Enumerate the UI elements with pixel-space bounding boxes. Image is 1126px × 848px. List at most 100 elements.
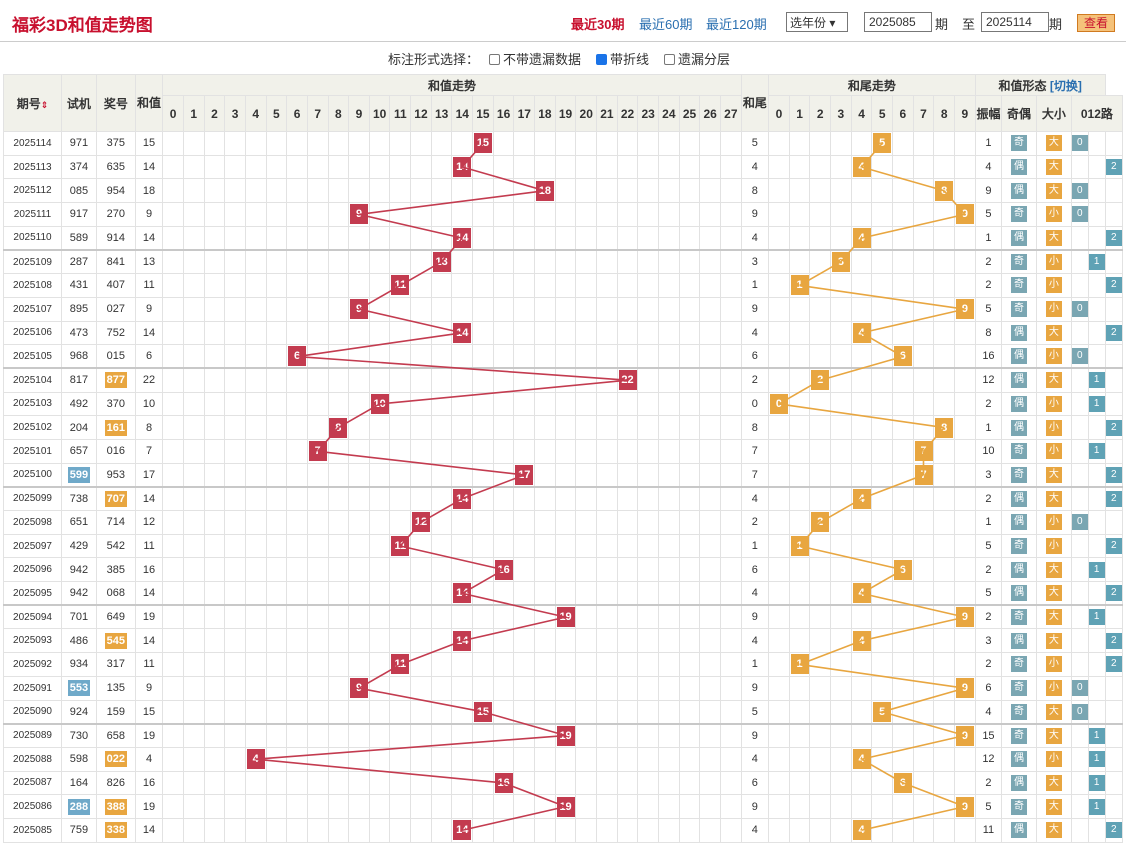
sum-trend-cell (472, 273, 494, 298)
sum-trend-cell (472, 722, 494, 748)
sum-trend-cell (616, 746, 639, 772)
sum-trend-cell (596, 675, 618, 701)
sum-trend-cell (616, 675, 639, 701)
route-tag: 1 (1089, 798, 1105, 815)
switch-link[interactable]: [切换] (1049, 78, 1082, 93)
odd-even-tag: 奇 (1011, 703, 1028, 720)
tail-trend-cell (768, 178, 790, 204)
sum-trend-cell (410, 296, 432, 322)
link-recent-30[interactable]: 最近30期 (571, 17, 625, 32)
route-cell (1070, 722, 1089, 748)
checkbox-icon[interactable] (664, 54, 675, 65)
checkbox-icon[interactable] (489, 54, 500, 65)
sum-trend-cell (575, 557, 598, 583)
sum-trend-cell (451, 178, 474, 204)
tail-trend-cell (933, 533, 955, 559)
sum-mark: 14 (453, 583, 472, 604)
sum-trend-cell (658, 178, 680, 204)
sum-trend-cell (575, 344, 598, 369)
option-with-lines[interactable]: 带折线 (596, 49, 649, 68)
route-tag: 2 (1106, 466, 1122, 483)
big-small-cell: 小 (1035, 344, 1072, 369)
route-cell (1104, 344, 1124, 369)
sum-value-cell: 22 (134, 367, 164, 393)
from-issue-input[interactable]: 2025085 (864, 12, 932, 32)
route-cell: 1 (1087, 770, 1106, 796)
tail-trend-cell (850, 131, 873, 156)
sum-trend-cell (286, 131, 308, 156)
sum-trend-cell (719, 770, 742, 796)
sum-trend-cell (306, 248, 329, 275)
sum-trend-cell (368, 722, 391, 748)
tail-trend-cell (850, 367, 873, 393)
sum-trend-cell (513, 485, 536, 511)
tail-trend-cell (933, 604, 955, 630)
sum-trend-cell (244, 367, 267, 393)
big-small-cell: 大 (1035, 581, 1072, 606)
sum-trend-cell (430, 628, 453, 654)
test-number-cell: 917 (61, 202, 97, 227)
sum-trend-cell (348, 533, 370, 559)
col-issue-header[interactable]: 期号⇕ (2, 74, 63, 132)
query-button[interactable]: 查看 (1077, 14, 1115, 32)
tail-mark: 6 (893, 559, 912, 580)
issue-cell: 2025101 (2, 438, 63, 464)
sum-trend-cell (451, 248, 474, 275)
odd-even-tag: 偶 (1011, 585, 1028, 602)
sum-trend-cell (719, 699, 742, 725)
table-row: 2025105 968 015 6 6 6 6 16 偶小 0 (2, 344, 1124, 369)
tail-trend-cell (768, 699, 790, 725)
sum-trend-cell: 14 (451, 581, 474, 606)
sum-trend-cell (451, 557, 474, 583)
sum-trend-cell (327, 794, 350, 819)
tail-trend-cell (809, 675, 832, 701)
link-recent-120[interactable]: 最近120期 (706, 17, 767, 32)
checkbox-checked-icon[interactable] (596, 54, 607, 65)
link-recent-60[interactable]: 最近60期 (639, 17, 693, 32)
route-cell (1104, 794, 1124, 819)
sum-trend-cell (182, 510, 205, 535)
to-issue-input[interactable]: 2025114 (981, 12, 1049, 32)
sum-trend-cell (699, 746, 721, 772)
sum-trend-cell (389, 794, 412, 819)
odd-even-tag: 奇 (1011, 609, 1028, 626)
sum-trend-cell (265, 628, 288, 654)
col-sum-header: 和值 (134, 74, 164, 132)
sum-trend-cell (162, 604, 184, 630)
big-small-tag: 小 (1045, 514, 1062, 531)
tail-trend-cell (871, 722, 894, 748)
sum-trend-cell (719, 131, 742, 156)
sum-trend-cell (658, 628, 680, 654)
sort-arrows-icon[interactable]: ⇕ (40, 99, 49, 110)
sum-trend-cell (265, 675, 288, 701)
odd-even-tag: 偶 (1011, 751, 1028, 768)
option-no-missing[interactable]: 不带遗漏数据 (489, 49, 581, 68)
tail-trend-cell (809, 320, 832, 346)
tail-mark: 6 (893, 346, 912, 367)
tail-trend-cell (912, 675, 935, 701)
sum-trend-cell (596, 604, 618, 630)
tail-trend-cell (953, 248, 976, 275)
year-select[interactable]: 选年份 ▾ (786, 12, 848, 32)
tail-trend-cell (788, 391, 811, 417)
sum-trend-cell (575, 652, 598, 677)
sum-trend-cell (162, 628, 184, 654)
tail-trend-cell (830, 202, 852, 227)
sum-value-cell: 15 (134, 131, 164, 156)
winning-number-cell: 388 (95, 794, 136, 819)
sum-trend-cell: 7 (306, 438, 329, 464)
sum-trend-cell (224, 131, 246, 156)
route-cell: 1 (1087, 438, 1106, 464)
option-layered[interactable]: 遗漏分层 (664, 49, 730, 68)
tail-trend-cell (809, 344, 832, 369)
tail-trend-cell (871, 391, 894, 417)
route-cell: 2 (1104, 273, 1124, 298)
sum-trend-cell (637, 722, 660, 748)
big-small-cell: 大 (1035, 817, 1072, 843)
big-small-tag: 大 (1045, 324, 1062, 341)
sum-trend-cell (348, 415, 370, 440)
tail-mark: 8 (935, 417, 954, 438)
sum-trend-cell (203, 225, 226, 251)
sum-trend-cell (596, 178, 618, 204)
issue-cell: 2025094 (2, 604, 63, 630)
